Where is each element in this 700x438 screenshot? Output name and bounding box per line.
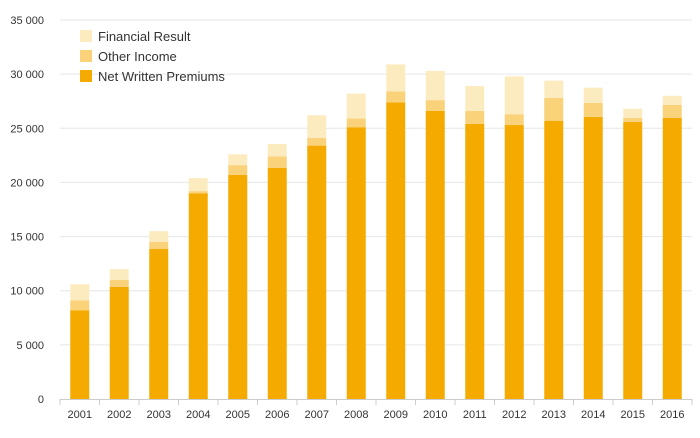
bar-segment: [623, 117, 643, 122]
x-tick-label: 2013: [542, 409, 566, 421]
x-tick-label: 2004: [186, 409, 210, 421]
bar-segment: [267, 143, 287, 157]
bar-segment: [623, 108, 643, 118]
bar-segment: [346, 127, 366, 400]
legend-swatch: [80, 30, 92, 42]
bar-segment: [109, 286, 129, 399]
x-tick-label: 2006: [265, 409, 289, 421]
bar-segment: [228, 154, 248, 166]
bar-segment: [544, 80, 564, 98]
x-tick-label: 2003: [147, 409, 171, 421]
bar-segment: [425, 70, 445, 101]
y-tick-label: 5 000: [16, 340, 44, 352]
legend-label: Financial Result: [98, 28, 191, 44]
bar-segment: [465, 86, 485, 111]
legend-label: Net Written Premiums: [98, 68, 225, 84]
bar-segment: [425, 110, 445, 400]
x-tick-label: 2011: [463, 409, 487, 421]
bar-segment: [583, 102, 603, 117]
bar-segment: [504, 76, 524, 115]
legend-item: Financial Result: [80, 26, 225, 46]
y-tick-label: 20 000: [10, 177, 44, 189]
bar-segment: [465, 110, 485, 124]
bar-segment: [228, 165, 248, 175]
x-tick-label: 2012: [502, 409, 526, 421]
x-tick-label: 2010: [423, 409, 447, 421]
bar-segment: [228, 174, 248, 399]
legend-swatch: [80, 70, 92, 82]
axes: 0 5 000 10 000 15 000 20 000 25 000 30 000 35 0…: [10, 15, 693, 421]
bar-segment: [149, 241, 169, 250]
bar-segment: [188, 193, 208, 399]
bar-segment: [307, 145, 327, 399]
bar-segment: [109, 279, 129, 287]
x-tick-label: 2002: [107, 409, 131, 421]
bar-segment: [70, 284, 90, 301]
y-tick-label: 25 000: [10, 123, 44, 135]
x-tick-label: 2014: [581, 409, 605, 421]
bar-segment: [386, 64, 406, 92]
x-tick-label: 2016: [660, 409, 684, 421]
y-tick-label: 35 000: [10, 15, 44, 27]
bar-segment: [149, 231, 169, 242]
legend-swatch: [80, 50, 92, 62]
bar-segment: [504, 114, 524, 126]
bar-segment: [307, 115, 327, 139]
bar-segment: [583, 87, 603, 103]
bar-segment: [307, 138, 327, 146]
bar-segment: [267, 167, 287, 399]
bar-segment: [149, 249, 169, 399]
bar-segment: [662, 95, 682, 106]
bar-segment: [267, 156, 287, 168]
y-tick-label: 15 000: [10, 232, 44, 244]
bar-segment: [662, 117, 682, 400]
x-tick-label: 2008: [344, 409, 368, 421]
bar-segment: [188, 191, 208, 194]
y-tick-label: 0: [38, 394, 44, 406]
legend: Financial Result Other Income Net Written …: [80, 26, 225, 86]
bar-segment: [346, 93, 366, 119]
bar-segment: [544, 120, 564, 399]
y-tick-label: 10 000: [10, 286, 44, 298]
x-tick-label: 2015: [621, 409, 645, 421]
bars: [70, 64, 682, 400]
x-tick-label: 2009: [384, 409, 408, 421]
legend-item: Net Written Premiums: [80, 66, 225, 86]
bar-segment: [386, 102, 406, 399]
legend-label: Other Income: [98, 48, 177, 64]
legend-item: Other Income: [80, 46, 225, 66]
bar-segment: [504, 125, 524, 399]
bar-segment: [425, 100, 445, 111]
bar-segment: [70, 310, 90, 399]
bar-segment: [346, 118, 366, 128]
x-tick-label: 2005: [226, 409, 250, 421]
bar-segment: [544, 97, 564, 121]
bar-segment: [386, 91, 406, 103]
x-tick-label: 2001: [68, 409, 92, 421]
bar-segment: [188, 178, 208, 192]
bar-segment: [465, 123, 485, 399]
y-tick-label: 30 000: [10, 69, 44, 81]
x-tick-label: 2007: [305, 409, 329, 421]
bar-segment: [583, 116, 603, 399]
bar-segment: [109, 269, 129, 280]
bar-segment: [70, 300, 90, 311]
bar-segment: [662, 105, 682, 118]
bar-segment: [623, 121, 643, 399]
